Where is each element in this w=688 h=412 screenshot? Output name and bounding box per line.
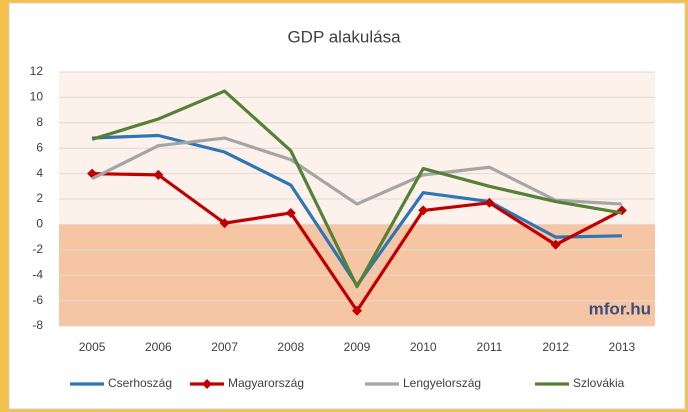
series-marker — [418, 205, 429, 216]
watermark: mfor.hu — [589, 299, 651, 318]
x-tick-label: 2005 — [79, 340, 106, 354]
series-marker — [352, 305, 362, 316]
y-tick-label: 12 — [30, 64, 44, 78]
y-tick-label: -2 — [32, 242, 43, 256]
legend-label: Lengyelország — [403, 376, 481, 390]
legend-label: Szlovákia — [573, 376, 625, 390]
legend-label: Cserhoszág — [108, 376, 172, 390]
x-tick-label: 2012 — [542, 340, 569, 354]
y-tick-label: 6 — [36, 140, 43, 154]
y-tick-label: 10 — [30, 90, 44, 104]
series-marker — [550, 239, 561, 250]
y-tick-label: -4 — [32, 267, 43, 281]
y-tick-label: 0 — [36, 217, 43, 231]
legend-label: Magyarország — [228, 376, 304, 390]
series-marker — [285, 207, 296, 218]
y-tick-label: -6 — [32, 293, 43, 307]
series-marker — [219, 218, 230, 229]
x-tick-label: 2011 — [477, 340, 503, 354]
y-tick-label: 2 — [36, 191, 43, 205]
x-tick-label: 2007 — [211, 340, 238, 354]
y-tick-label: -8 — [32, 318, 43, 332]
x-tick-label: 2010 — [410, 340, 437, 354]
series-line — [91, 136, 622, 206]
chart-title: GDP alakulása — [287, 27, 401, 46]
series-marker — [153, 169, 164, 180]
series-line — [91, 89, 623, 289]
x-tick-label: 2013 — [609, 340, 636, 354]
series-marker — [484, 197, 495, 208]
x-tick-label: 2009 — [344, 340, 371, 354]
y-tick-label: 8 — [36, 115, 43, 129]
legend-marker — [202, 379, 212, 389]
y-tick-label: 4 — [36, 166, 43, 180]
x-tick-label: 2008 — [277, 340, 304, 354]
x-tick-label: 2006 — [145, 340, 172, 354]
